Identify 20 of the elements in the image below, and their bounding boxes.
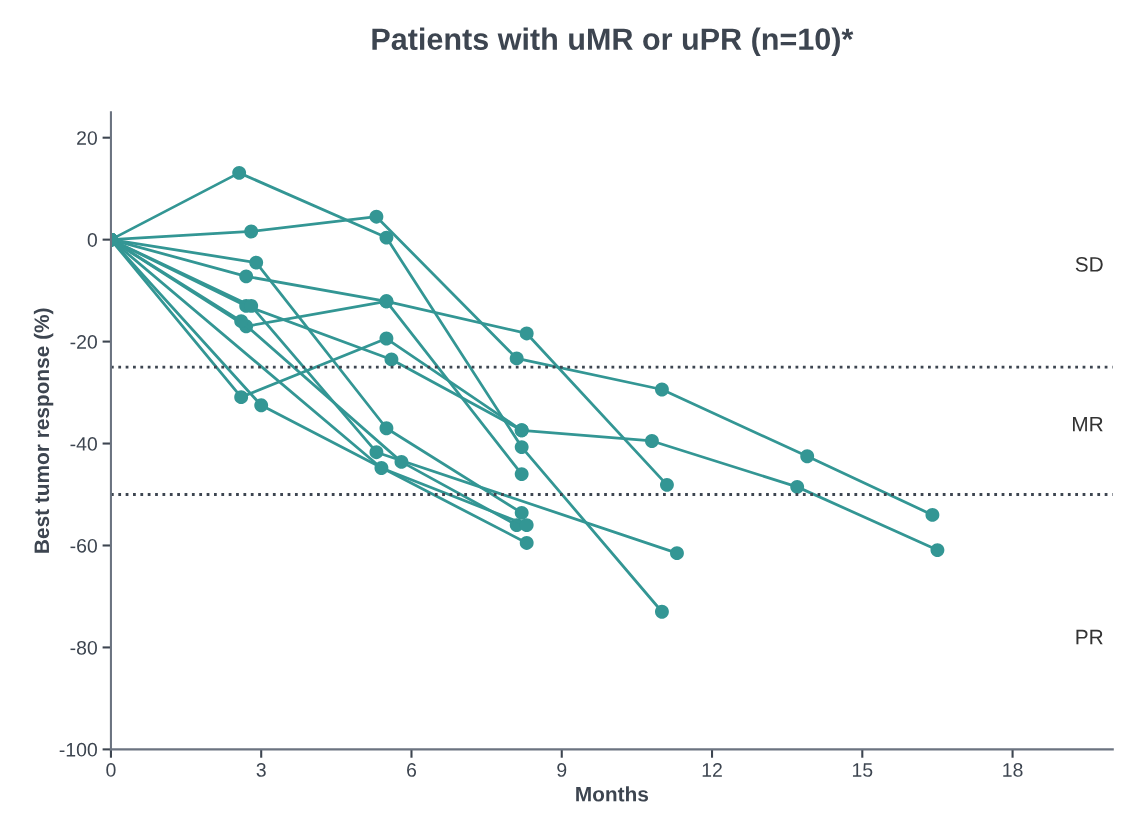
x-tick-label: 6 [407,763,417,777]
x-tick-label: 9 [557,763,567,777]
x-tick-label: 12 [702,763,722,777]
x-tick-label: 15 [852,763,873,777]
x-tick-label: 3 [256,763,266,777]
annotation: SD [1075,257,1103,272]
y-tick-label: -60 [70,538,97,553]
y-tick-label: -80 [70,640,97,655]
y-tick-label: -100 [59,742,97,757]
y-tick-label: 20 [77,131,97,145]
x-tick-label: 18 [1003,763,1023,777]
annotation: MR [1073,416,1103,432]
y-tick-label: -40 [70,437,97,451]
chart-title: Patients with uMR or uPR (n=10)* [372,27,854,57]
x-axis-title: Months [576,786,649,802]
x-tick-label: 0 [106,763,116,777]
y-tick-label: 0 [87,233,97,247]
y-axis-title: Best tumor response (%) [33,308,54,553]
annotation: PR [1076,629,1103,645]
y-tick-label: -20 [70,335,97,349]
